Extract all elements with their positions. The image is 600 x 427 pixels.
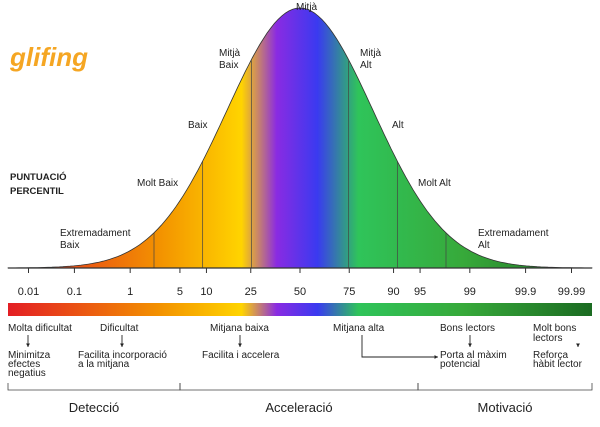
arrow-head (468, 343, 472, 347)
percentile-label: 0.1 (67, 286, 82, 298)
level-label: Alt (478, 240, 490, 251)
percentile-label: 1 (127, 286, 133, 298)
profile-label: Mitjana baixa (210, 323, 269, 334)
level-label: Extremadament (478, 228, 549, 239)
percentile-label: 0.01 (18, 286, 39, 298)
percentile-label: 99.99 (558, 286, 586, 298)
bell-curve (7, 7, 593, 269)
color-bar (8, 303, 592, 316)
arrow-head (238, 343, 242, 347)
profile-effect: Reforça (533, 350, 568, 361)
percentile-label: 25 (245, 286, 257, 298)
axis-title: PUNTUACIÓ (10, 171, 66, 183)
percentile-label: 50 (294, 286, 306, 298)
stage-label: Acceleració (265, 400, 332, 415)
profile-effect: Facilita incorporació (78, 350, 167, 361)
profile-effect: efectes (8, 359, 40, 370)
profile-effect: Facilita i accelera (202, 350, 280, 361)
level-label: Mitjà (360, 48, 382, 59)
percentile-label: 5 (177, 286, 183, 298)
profile-label: Molt bons (533, 323, 576, 334)
profile-label: Dificultat (100, 323, 139, 334)
arrow-head (576, 343, 580, 347)
percentile-label: 99.9 (515, 286, 536, 298)
stage-bracket (7, 383, 181, 391)
profile-effect: potencial (440, 359, 480, 370)
level-label: Molt Baix (137, 178, 178, 189)
profile-label: Molta dificultat (8, 323, 72, 334)
profile-effect: Porta al màxim (440, 350, 507, 361)
level-label: Baix (188, 120, 207, 131)
percentile-label: 75 (343, 286, 355, 298)
level-label: Mitjà (296, 2, 318, 13)
arrow-head (120, 343, 124, 347)
stage-bracket (179, 383, 419, 391)
stage-bracket (417, 383, 593, 391)
level-label: Mitjà (219, 48, 241, 59)
arrow-head (434, 355, 438, 359)
profile-label: Bons lectors (440, 323, 495, 334)
percentile-label: 10 (200, 286, 212, 298)
arrow-head (26, 343, 30, 347)
level-label: Baix (219, 60, 238, 71)
stage-label: Motivació (478, 400, 533, 415)
profile-effect: a la mitjana (78, 359, 130, 370)
profile-effect: negatius (8, 368, 46, 379)
profile-label: lectors (533, 333, 562, 344)
profile-effect: Minimitza (8, 350, 51, 361)
percentile-label: 90 (387, 286, 399, 298)
level-label: Baix (60, 240, 79, 251)
level-label: Alt (360, 60, 372, 71)
percentile-label: 95 (414, 286, 426, 298)
connector (361, 335, 434, 358)
profile-label: Mitjana alta (333, 323, 385, 334)
level-label: Extremadament (60, 228, 131, 239)
logo: glifing (9, 42, 88, 72)
profile-effect: hàbit lector (533, 359, 583, 370)
level-label: Alt (392, 120, 404, 131)
axis-title: PERCENTIL (10, 186, 64, 197)
level-label: Molt Alt (418, 178, 451, 189)
stage-label: Detecció (69, 400, 120, 415)
percentile-label: 99 (464, 286, 476, 298)
